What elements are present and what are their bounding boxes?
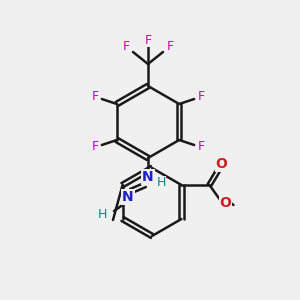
Text: H: H xyxy=(156,176,166,190)
Text: N: N xyxy=(122,190,134,204)
Text: F: F xyxy=(122,40,130,53)
Text: F: F xyxy=(91,91,98,103)
Text: F: F xyxy=(91,140,98,154)
Text: N: N xyxy=(142,170,154,184)
Text: O: O xyxy=(215,157,227,171)
Text: O: O xyxy=(220,196,231,210)
Text: F: F xyxy=(167,40,174,53)
Text: H: H xyxy=(97,208,107,220)
Text: F: F xyxy=(198,140,205,154)
Text: F: F xyxy=(198,91,205,103)
Text: F: F xyxy=(144,34,152,46)
